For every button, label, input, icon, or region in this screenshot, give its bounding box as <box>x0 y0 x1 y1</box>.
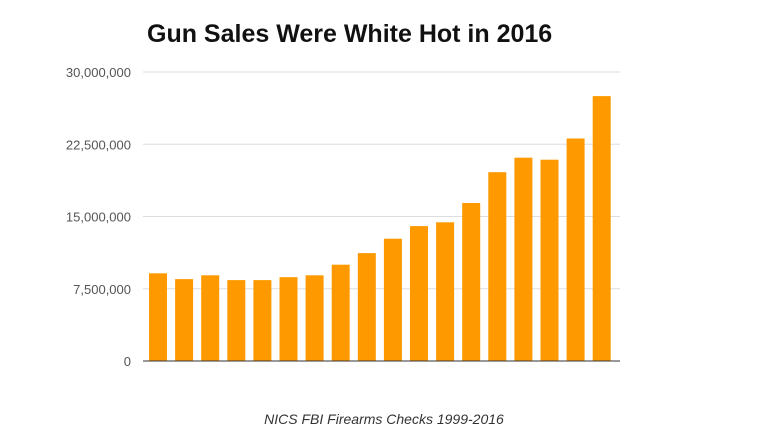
chart-title: Gun Sales Were White Hot in 2016 <box>147 20 552 48</box>
y-tick-label: 22,500,000 <box>66 137 131 152</box>
bar-2009 <box>410 226 428 361</box>
bar-2008 <box>383 238 402 361</box>
y-tick-label: 15,000,000 <box>66 210 131 225</box>
bar-1999 <box>149 273 167 361</box>
y-tick-label: 0 <box>124 354 131 369</box>
bar-2011 <box>462 203 481 361</box>
y-tick-label: 30,000,000 <box>66 65 131 80</box>
bar-2012 <box>488 172 507 361</box>
y-tick-label: 7,500,000 <box>73 282 131 297</box>
bar-2015 <box>566 138 585 361</box>
y-axis-tick-labels: 0 7,500,000 15,000,000 22,500,000 30,000,000 <box>66 65 131 369</box>
bar-2005 <box>305 275 324 361</box>
bar-2001 <box>201 275 220 361</box>
bar-2006 <box>331 264 350 361</box>
bar-2014 <box>540 159 559 361</box>
bar-2004 <box>279 277 298 361</box>
bars <box>149 96 611 361</box>
bar-2000 <box>175 279 194 361</box>
bar-2013 <box>514 157 533 361</box>
chart-caption: NICS FBI Firearms Checks 1999-2016 <box>264 411 504 427</box>
bar-2003 <box>253 280 272 361</box>
bar-2002 <box>227 280 246 361</box>
bar-2007 <box>357 253 376 361</box>
bar-2016 <box>592 96 611 361</box>
bar-2010 <box>436 222 455 361</box>
